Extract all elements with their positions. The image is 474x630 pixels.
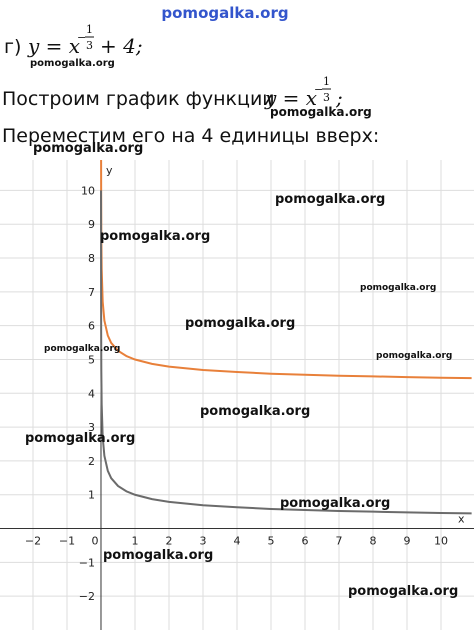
- exp-sign: −: [77, 31, 86, 44]
- y-tick-label: 6: [88, 320, 95, 333]
- x-tick-label: 8: [370, 535, 377, 548]
- watermark: pomogalka.org: [44, 344, 120, 354]
- x-tick-label: 1: [131, 535, 138, 548]
- x-tick-label: −1: [59, 535, 75, 548]
- watermark: pomogalka.org: [25, 431, 135, 446]
- watermark: pomogalka.org: [376, 351, 452, 361]
- problem-lhs: y = x: [27, 34, 80, 58]
- x-axis-label: x: [458, 513, 465, 526]
- step2-text: Переместим его на 4 единицы вверх:: [2, 125, 379, 147]
- curve: [100, 190, 472, 515]
- exp-num: 1: [86, 23, 93, 36]
- watermark: pomogalka.org: [348, 584, 458, 599]
- watermark: pomogalka.org: [185, 316, 295, 331]
- watermarks: pomogalka.org pomogalka.org pomogalka.org p…: [25, 58, 458, 599]
- y-tick-label: 10: [81, 184, 95, 197]
- y-tick-label: 9: [88, 218, 95, 231]
- x-tick-label: 5: [268, 535, 275, 548]
- x-tick-label: 4: [234, 535, 241, 548]
- step1-text: Построим график функции: [2, 88, 275, 110]
- graph: −2 −1 0 1 2 3 4 5 6 7 8 9 10 −2 −1 1 2 3 4 5 6 7 8 9 10 x y: [0, 160, 474, 630]
- x-tick-label: 10: [434, 535, 448, 548]
- problem-label: г): [4, 36, 21, 58]
- exp-num: 1: [323, 75, 330, 88]
- watermark: pomogalka.org: [30, 58, 115, 69]
- x-tick-label: 2: [165, 535, 172, 548]
- x-tick-label: 3: [199, 535, 206, 548]
- y-tick-label: 8: [88, 252, 95, 265]
- watermark: pomogalka.org: [33, 141, 143, 156]
- exp-den: 3: [323, 91, 330, 104]
- watermark: pomogalka.org: [275, 192, 385, 207]
- x-tick-label: 7: [336, 535, 343, 548]
- y-tick-label: 5: [88, 353, 95, 366]
- y-axis-label: y: [106, 164, 113, 177]
- x-tick-label: 9: [404, 535, 411, 548]
- y-tick-label: −2: [79, 590, 95, 603]
- watermark: pomogalka.org: [360, 283, 436, 293]
- watermark: pomogalka.org: [161, 4, 288, 22]
- y-tick-label: 1: [88, 489, 95, 502]
- x-tick-label: 0: [91, 535, 98, 548]
- y-tick-label: 3: [88, 421, 95, 434]
- step1-lhs: y = x: [264, 86, 317, 110]
- exp-den: 3: [86, 39, 93, 52]
- y-tick-label: 2: [88, 455, 95, 468]
- watermark: pomogalka.org: [200, 404, 310, 419]
- y-tick-label: −1: [79, 556, 95, 569]
- y-tick-label: 7: [88, 286, 95, 299]
- step1-end: ;: [335, 86, 343, 110]
- x-tick-label: −2: [25, 535, 41, 548]
- watermark: pomogalka.org: [280, 496, 390, 511]
- exp-sign: −: [314, 83, 323, 96]
- watermark: pomogalka.org: [270, 105, 372, 119]
- problem-rhs: + 4;: [100, 34, 143, 58]
- watermark: pomogalka.org: [100, 229, 210, 244]
- x-tick-label: 6: [302, 535, 309, 548]
- watermark: pomogalka.org: [103, 548, 213, 563]
- y-tick-label: 4: [88, 387, 95, 400]
